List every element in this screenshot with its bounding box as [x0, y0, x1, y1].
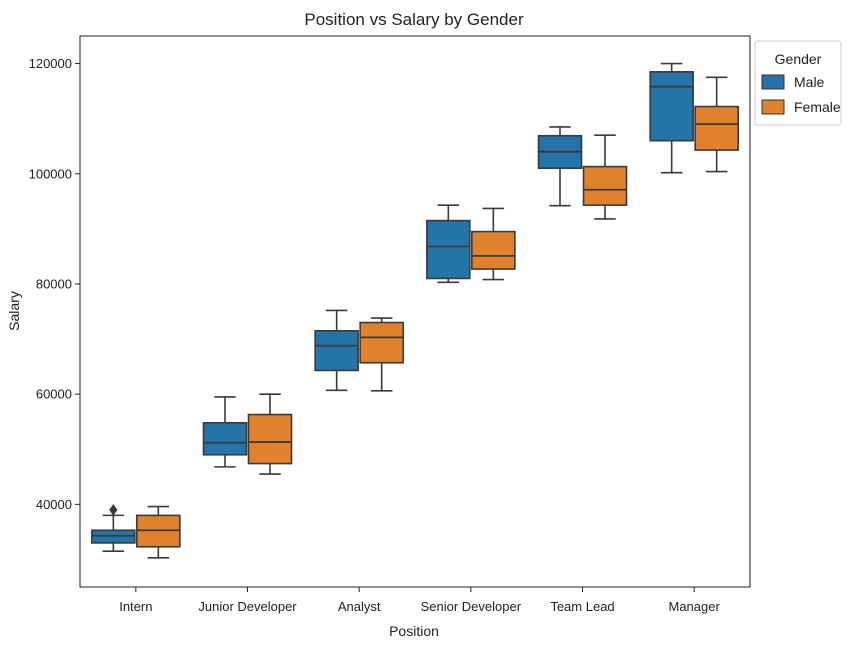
iqr-box	[202, 422, 248, 456]
legend: Gender Male Female	[754, 40, 842, 126]
box-female-1	[247, 393, 293, 475]
legend-label-female: Female	[794, 99, 841, 115]
plot-frame	[79, 35, 751, 588]
box-male-2	[314, 309, 359, 392]
x-axis: Intern Junior Developer Analyst Senior Deve…	[119, 587, 720, 614]
iqr-box	[471, 230, 516, 270]
iqr-box	[649, 71, 694, 142]
box-male-3	[426, 204, 471, 284]
y-axis-label: Salary	[6, 291, 22, 331]
chart-title: Position vs Salary by Gender	[304, 10, 524, 29]
iqr-box	[582, 165, 628, 206]
y-tick-label: 60000	[36, 387, 72, 402]
box-female-4	[582, 134, 628, 220]
legend-title: Gender	[775, 51, 822, 67]
iqr-box	[247, 413, 293, 465]
box-female-3	[471, 207, 516, 281]
x-tick-label: Analyst	[338, 599, 381, 614]
legend-swatch-female	[761, 99, 785, 115]
plot-area	[91, 62, 739, 559]
y-tick-label: 120000	[29, 56, 72, 71]
x-tick-label: Manager	[669, 599, 721, 614]
box-male-0	[91, 503, 136, 552]
box-female-5	[694, 76, 739, 173]
x-tick-label: Intern	[119, 599, 152, 614]
x-axis-label: Position	[389, 623, 439, 639]
outlier-point	[109, 503, 118, 516]
legend-label-male: Male	[794, 74, 825, 90]
y-axis: 40000 60000 80000 100000 120000	[29, 56, 80, 512]
box-male-1	[202, 396, 248, 468]
x-tick-label: Junior Developer	[198, 599, 297, 614]
iqr-box	[314, 329, 359, 372]
legend-swatch-male	[761, 74, 785, 90]
y-tick-label: 100000	[29, 166, 72, 181]
iqr-box	[694, 105, 739, 151]
x-tick-label: Senior Developer	[421, 599, 522, 614]
box-female-2	[359, 317, 404, 392]
iqr-box	[359, 321, 404, 364]
x-tick-label: Team Lead	[550, 599, 614, 614]
iqr-box	[426, 219, 471, 280]
y-tick-label: 40000	[36, 497, 72, 512]
y-tick-label: 80000	[36, 276, 72, 291]
box-male-4	[537, 126, 583, 207]
box-male-5	[649, 62, 694, 174]
box-female-0	[136, 505, 181, 559]
